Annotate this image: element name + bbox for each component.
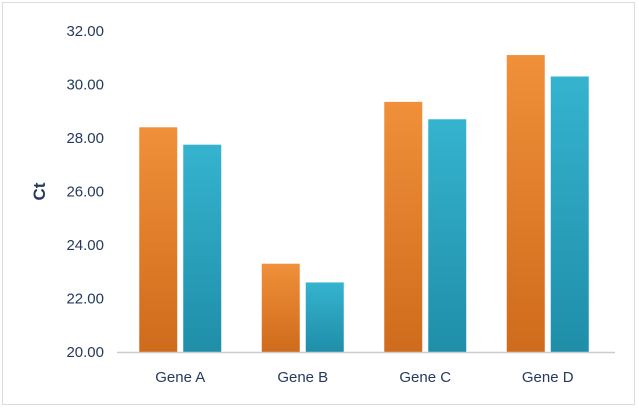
x-category-label: Gene A xyxy=(155,369,205,386)
x-category-label: Gene D xyxy=(522,369,574,386)
bar-gene-b-series-2 xyxy=(305,282,344,352)
bar-chart: 20.00 22.00 24.00 26.00 28.00 30.00 32.00 Ct G… xyxy=(30,23,615,386)
chart-frame: 20.00 22.00 24.00 26.00 28.00 30.00 32.00 Ct G… xyxy=(2,2,635,405)
x-category-label: Gene C xyxy=(399,369,451,386)
y-tick-label: 26.00 xyxy=(66,184,104,201)
x-category-label: Gene B xyxy=(277,369,328,386)
y-axis-ticks: 20.00 22.00 24.00 26.00 28.00 30.00 32.00 xyxy=(66,23,104,361)
y-tick-label: 22.00 xyxy=(66,291,104,308)
y-tick-label: 20.00 xyxy=(66,344,104,361)
x-axis-labels: Gene A Gene B Gene C Gene D xyxy=(155,369,574,386)
bar-gene-b-series-1 xyxy=(261,263,300,352)
bar-gene-a-series-1 xyxy=(139,127,178,352)
bars-group xyxy=(139,55,589,353)
y-tick-label: 28.00 xyxy=(66,130,104,147)
bar-gene-a-series-2 xyxy=(183,144,222,352)
bar-gene-c-series-1 xyxy=(384,101,423,352)
bar-gene-c-series-2 xyxy=(428,119,467,353)
bar-gene-d-series-2 xyxy=(550,76,589,352)
y-tick-label: 24.00 xyxy=(66,237,104,254)
y-tick-label: 32.00 xyxy=(66,23,104,40)
y-tick-label: 30.00 xyxy=(66,77,104,94)
y-axis-title: Ct xyxy=(30,182,49,200)
bar-gene-d-series-1 xyxy=(506,55,545,352)
